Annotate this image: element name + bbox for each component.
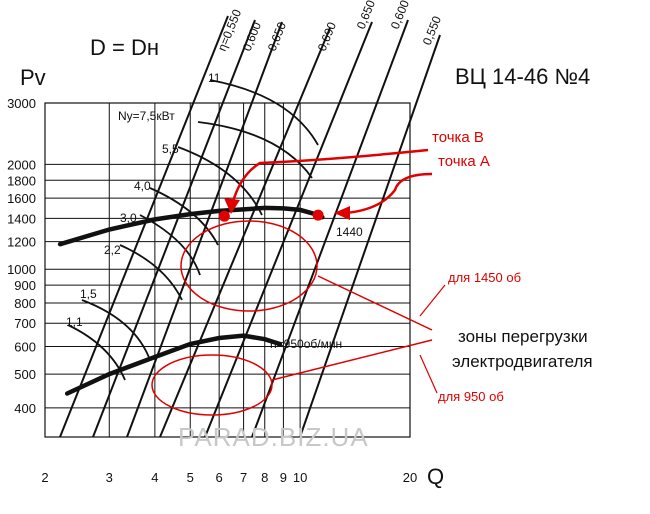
x-tick-label: 2 [41, 470, 48, 485]
zone-1450-leader [317, 275, 433, 331]
efficiency-line [299, 34, 441, 438]
power-label: 5,5 [162, 142, 179, 156]
x-axis-label: Q [427, 464, 444, 489]
series-label-950: n=950об/мин [270, 337, 342, 351]
point-a-marker [312, 209, 324, 221]
point-b-leader [230, 148, 429, 206]
efficiency-label: 0,550 [420, 14, 444, 47]
efficiency-label: 0,650 [265, 20, 289, 53]
efficiency-line [92, 19, 256, 438]
x-tick-label: 9 [280, 470, 287, 485]
y-axis-label: Pv [20, 65, 46, 90]
annotation-arrows [224, 148, 446, 394]
efficiency-line [59, 15, 229, 438]
y-tick-label: 900 [14, 278, 36, 293]
series-label-1440: 1440 [336, 225, 363, 239]
y-tick-label: 2000 [7, 157, 36, 172]
overload-zone-950 [151, 354, 273, 416]
y-tick-label: 1400 [7, 211, 36, 226]
x-tick-label: 20 [403, 470, 417, 485]
y-tick-label: 600 [14, 340, 36, 355]
operating-points [218, 209, 324, 222]
efficiency-label: 0,600 [388, 0, 412, 31]
y-tick-label: 1200 [7, 235, 36, 250]
efficiency-lines [59, 15, 441, 438]
y-tick-label: 1600 [7, 191, 36, 206]
series-line-950 [64, 333, 283, 396]
overload-zone-1450 [180, 220, 318, 312]
overload-zones-subtitle: электродвигателя [452, 352, 593, 371]
power-label: 1,1 [66, 315, 83, 329]
power-label: 4,0 [134, 179, 151, 193]
chart-title: ВЦ 14-46 №4 [455, 64, 590, 89]
y-tick-label: 700 [14, 316, 36, 331]
point-b-marker [218, 210, 230, 222]
x-tick-label: 8 [261, 470, 268, 485]
zone-950-pointer [419, 354, 438, 394]
x-tick-label: 4 [151, 470, 158, 485]
power-curve [119, 244, 183, 301]
point-a-label: точка А [438, 153, 490, 170]
zone-1450-label: для 1450 об [448, 270, 521, 285]
chart-grid [44, 102, 411, 438]
y-tick-label: 400 [14, 401, 36, 416]
y-tick-label: 500 [14, 367, 36, 382]
y-tick-label: 1800 [7, 173, 36, 188]
series-line-1440 [57, 205, 325, 247]
power-curve [67, 324, 126, 381]
efficiency-label: 0,600 [240, 20, 264, 53]
point-a-leader [344, 172, 433, 215]
x-tick-label: 6 [216, 470, 223, 485]
y-tick-label: 800 [14, 296, 36, 311]
zone-950-label: для 950 об [438, 389, 504, 404]
overload-zones [151, 220, 318, 416]
power-label: 3,0 [120, 211, 137, 225]
efficiency-line [159, 27, 331, 438]
watermark: PARAD.BIZ.UA [178, 422, 369, 452]
power-label: 1,5 [80, 287, 97, 301]
power-label: 11 [208, 71, 221, 85]
zone-950-leader [271, 339, 433, 381]
y-tick-label: 1000 [7, 262, 36, 277]
efficiency-line [251, 19, 409, 438]
point-b-arrowhead [224, 198, 240, 214]
power-label: Ny=7,5кВт [118, 109, 175, 123]
zone-1450-pointer [419, 284, 446, 317]
chart-subtitle: D = Dн [90, 35, 159, 60]
plot-frame [44, 102, 411, 438]
x-tick-label: 3 [106, 470, 113, 485]
x-tick-label: 7 [240, 470, 247, 485]
series-lines [57, 205, 325, 396]
efficiency-line [126, 21, 283, 438]
x-tick-label: 10 [293, 470, 307, 485]
power-curve [209, 79, 319, 146]
power-curve [197, 121, 313, 179]
overload-zones-title: зоны перегрузки [458, 327, 588, 346]
point-b-label: точка В [432, 129, 484, 146]
x-tick-label: 5 [187, 470, 194, 485]
efficiency-label: 0,650 [354, 0, 378, 31]
y-tick-label: 3000 [7, 96, 36, 111]
power-label: 2,2 [104, 243, 121, 257]
efficiency-label: 0,690 [315, 20, 339, 53]
power-curve [81, 299, 151, 361]
point-a-arrowhead [334, 206, 350, 220]
